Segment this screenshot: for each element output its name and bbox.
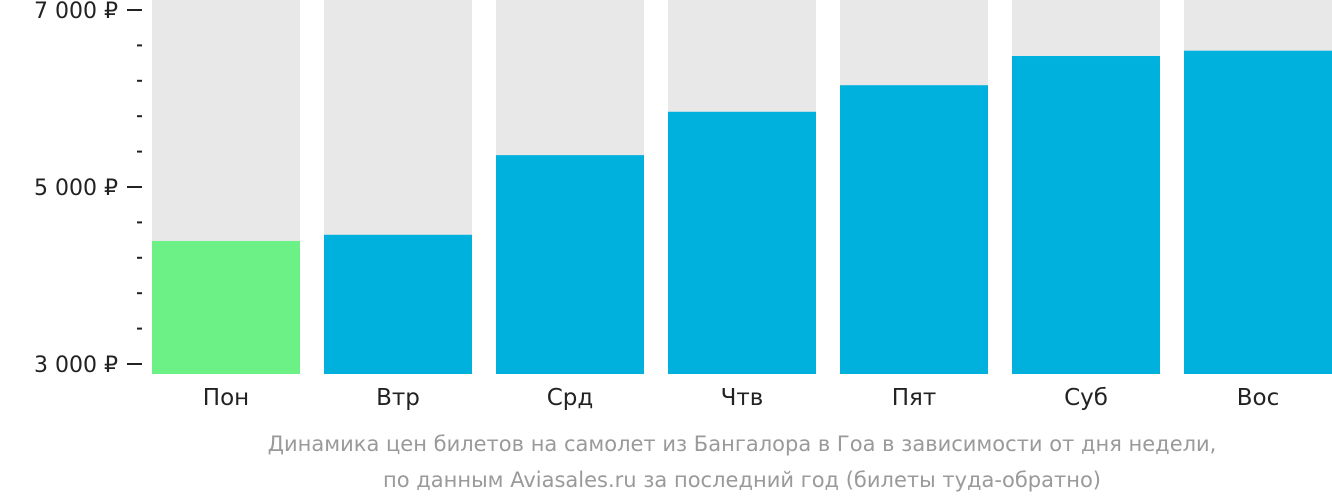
x-tick-label: Суб (1064, 385, 1108, 411)
bar-group-6: Суб (1012, 0, 1160, 411)
bar (1012, 56, 1160, 375)
bar (840, 85, 988, 374)
bar-group-7: Вос (1184, 0, 1332, 411)
x-tick-label: Пон (203, 385, 249, 411)
bar (668, 111, 816, 375)
bar (324, 234, 472, 374)
bar (152, 240, 300, 374)
x-tick-label: Пят (892, 385, 937, 411)
chart-caption-line-2: по данным Aviasales.ru за последний год … (383, 468, 1101, 492)
x-tick-label: Чтв (721, 385, 764, 411)
y-tick-label: 3 000 ₽ (34, 353, 118, 378)
y-tick-label: 5 000 ₽ (34, 176, 118, 201)
bar-group-2: Втр (324, 0, 472, 411)
x-tick-label: Срд (547, 385, 594, 411)
bar-group-3: Срд (496, 0, 644, 411)
x-tick-label: Втр (376, 385, 420, 411)
x-tick-label: Вос (1237, 385, 1280, 411)
price-by-weekday-chart: Пон Втр Срд Чтв Пят Суб Вос 3 000 ₽ 5 000 ₽ 7 000… (34, 0, 1332, 411)
bar-group-1: Пон (152, 0, 300, 411)
chart-caption-line-1: Динамика цен билетов на самолет из Банга… (267, 432, 1217, 456)
bar (1184, 50, 1332, 375)
bar-group-4: Чтв (668, 0, 816, 411)
bar (496, 155, 644, 374)
bar-group-5: Пят (840, 0, 988, 411)
y-tick-label: 7 000 ₽ (34, 0, 118, 24)
